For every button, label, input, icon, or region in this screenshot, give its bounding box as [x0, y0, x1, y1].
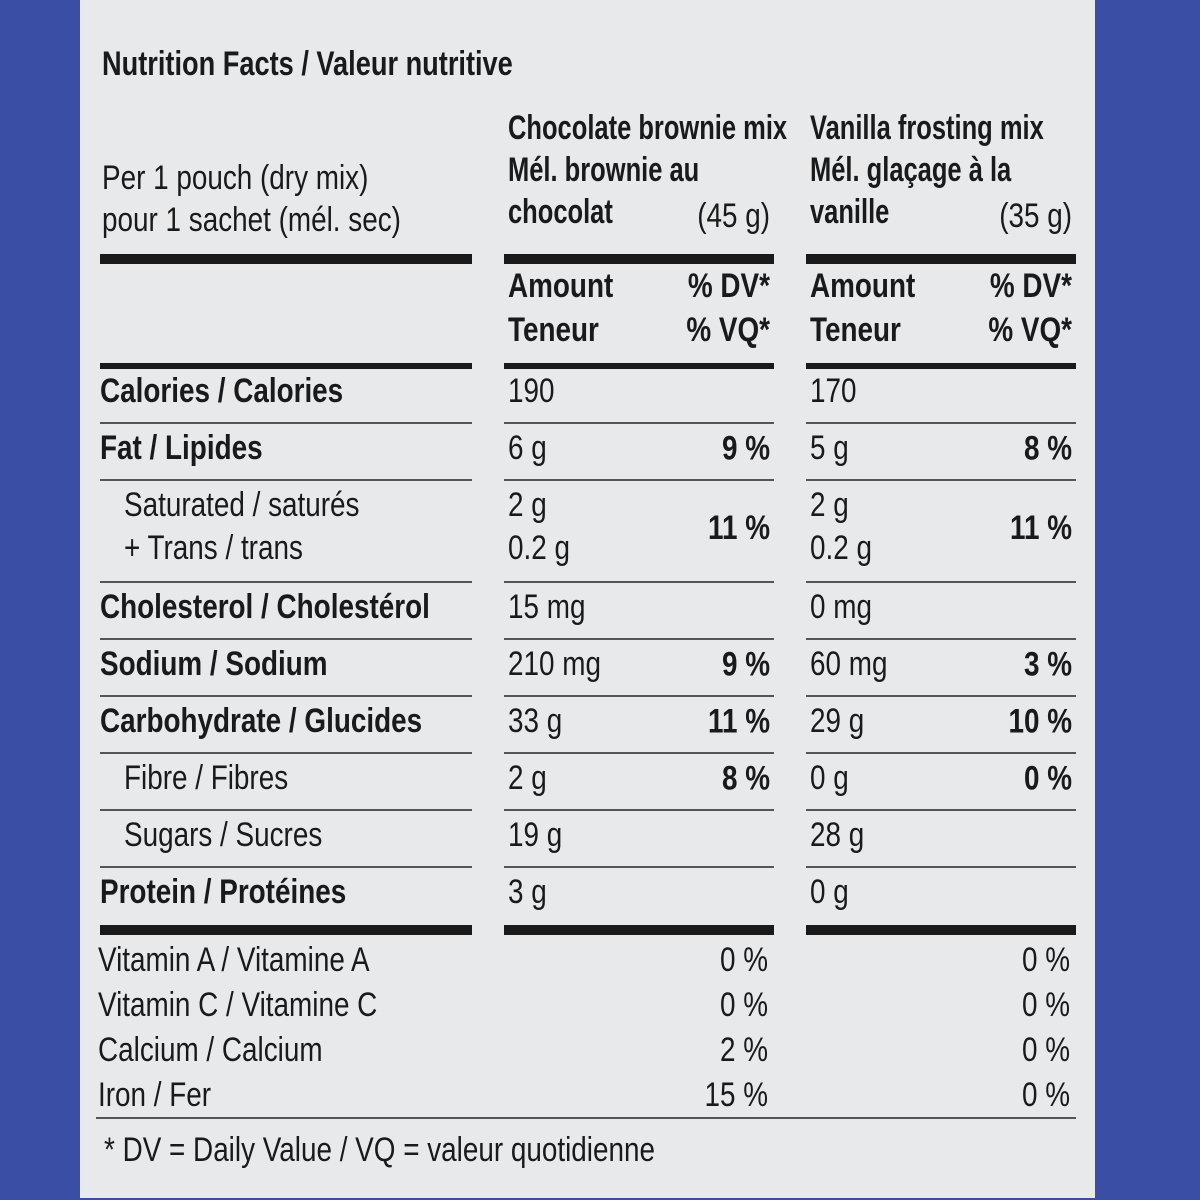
title: Nutrition Facts / Valeur nutritive [102, 44, 513, 83]
amount: 33 g [508, 701, 562, 739]
amount: 6 g [508, 428, 547, 466]
amount: 190 [508, 371, 555, 409]
serving-size: pour 1 sachet (mél. sec) [102, 200, 401, 238]
daily-value: 11 % [1010, 508, 1072, 546]
amount: 3 g [508, 872, 547, 910]
amount: 170 [810, 371, 857, 409]
dv-header: % VQ* [686, 310, 770, 348]
amount: 5 g [810, 428, 849, 466]
daily-value: 9 % [722, 429, 770, 467]
nutrient-label: Protein / Protéines [100, 872, 346, 910]
vitamin-value: 15 % [704, 1075, 768, 1113]
amount: 28 g [810, 815, 864, 853]
vitamin-value: 0 % [1022, 1030, 1070, 1068]
vitamin-label: Vitamin C / Vitamine C [98, 985, 377, 1023]
serving-weight: (35 g) [999, 196, 1072, 234]
product-name: Vanilla frosting mix [810, 110, 1044, 147]
amount: 0 g [810, 758, 849, 796]
amount: 29 g [810, 701, 864, 739]
daily-value: 11 % [708, 508, 770, 546]
product-name: Chocolate brownie mix [508, 110, 787, 147]
daily-value: 11 % [708, 702, 770, 740]
nutrient-label: Sugars / Sucres [124, 815, 322, 853]
serving-weight: (45 g) [697, 196, 770, 234]
nutrient-label: Saturated / saturés [124, 485, 359, 523]
amount-header: Amount [810, 266, 915, 304]
label-panel [80, 0, 1095, 1198]
product-name: vanille [810, 194, 889, 231]
daily-value: 8 % [722, 759, 770, 797]
daily-value: 9 % [722, 645, 770, 683]
nutrient-label: + Trans / trans [124, 528, 303, 566]
product-name: Mél. brownie au [508, 152, 699, 189]
amount: 0 mg [810, 587, 872, 625]
amount: 2 g [508, 485, 547, 523]
amount-header: Teneur [810, 310, 901, 348]
vitamin-label: Calcium / Calcium [98, 1030, 323, 1068]
nutrient-label: Fibre / Fibres [124, 758, 288, 796]
vitamin-value: 0 % [1022, 985, 1070, 1023]
daily-value: 8 % [1024, 429, 1072, 467]
amount: 0.2 g [810, 528, 872, 566]
vitamin-value: 0 % [720, 940, 768, 978]
amount: 0 g [810, 872, 849, 910]
amount: 0.2 g [508, 528, 570, 566]
amount: 210 mg [508, 644, 601, 682]
dv-header: % DV* [990, 266, 1073, 304]
vitamin-value: 0 % [1022, 1075, 1070, 1113]
vitamin-value: 0 % [1022, 940, 1070, 978]
amount: 60 mg [810, 644, 887, 682]
serving-size: Per 1 pouch (dry mix) [102, 158, 368, 196]
product-name: Mél. glaçage à la [810, 152, 1011, 189]
amount-header: Teneur [508, 310, 599, 348]
vitamin-label: Iron / Fer [98, 1075, 211, 1113]
amount: 2 g [810, 485, 849, 523]
daily-value: 3 % [1024, 645, 1072, 683]
amount: 15 mg [508, 587, 585, 625]
nutrient-label: Sodium / Sodium [100, 644, 328, 682]
daily-value: 0 % [1024, 759, 1072, 797]
nutrient-label: Carbohydrate / Glucides [100, 701, 422, 739]
daily-value: 10 % [1008, 702, 1072, 740]
amount-header: Amount [508, 266, 613, 304]
nutrient-label: Calories / Calories [100, 371, 343, 409]
vitamin-value: 2 % [720, 1030, 768, 1068]
amount: 19 g [508, 815, 562, 853]
dv-header: % VQ* [988, 310, 1072, 348]
vitamin-label: Vitamin A / Vitamine A [98, 940, 370, 978]
nutrient-label: Cholesterol / Cholestérol [100, 587, 430, 625]
product-name: chocolat [508, 194, 613, 231]
nutrient-label: Fat / Lipides [100, 428, 263, 466]
dv-header: % DV* [688, 266, 771, 304]
footnote: * DV = Daily Value / VQ = valeur quotidi… [104, 1130, 655, 1168]
vitamin-value: 0 % [720, 985, 768, 1023]
amount: 2 g [508, 758, 547, 796]
